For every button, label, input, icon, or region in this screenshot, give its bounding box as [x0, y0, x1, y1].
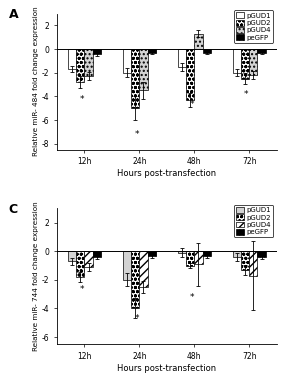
X-axis label: Hours post-transfection: Hours post-transfection — [117, 169, 216, 178]
Text: *: * — [134, 130, 139, 139]
Bar — [68, 251, 76, 261]
Bar — [257, 49, 266, 53]
Bar — [93, 49, 101, 54]
Y-axis label: Relative miR- 744 fold change expression: Relative miR- 744 fold change expression — [33, 202, 39, 351]
X-axis label: Hours post-transfection: Hours post-transfection — [117, 364, 216, 373]
Bar — [68, 49, 76, 69]
Bar — [249, 49, 257, 75]
Text: A: A — [9, 8, 18, 21]
Bar — [178, 251, 186, 253]
Bar — [123, 49, 131, 73]
Bar — [249, 251, 257, 275]
Text: *: * — [80, 96, 84, 104]
Bar — [76, 251, 84, 277]
Bar — [123, 251, 131, 280]
Text: *: * — [244, 90, 249, 99]
Y-axis label: Relative miR- 484 fold change expression: Relative miR- 484 fold change expression — [33, 7, 39, 157]
Bar — [186, 251, 194, 266]
Bar — [131, 251, 139, 309]
Bar — [148, 49, 156, 53]
Bar — [257, 251, 266, 257]
Bar — [139, 251, 148, 287]
Bar — [178, 49, 186, 67]
Bar — [241, 49, 249, 78]
Bar — [203, 49, 211, 53]
Bar — [233, 251, 241, 257]
Text: *: * — [134, 314, 139, 323]
Legend: pGUD1, pGUD2, pGUD4, peGFP: pGUD1, pGUD2, pGUD4, peGFP — [234, 10, 273, 43]
Bar — [139, 49, 148, 91]
Bar — [131, 49, 139, 108]
Text: *: * — [189, 100, 194, 109]
Legend: pGUD1, pGUD2, pGUD4, peGFP: pGUD1, pGUD2, pGUD4, peGFP — [234, 205, 273, 237]
Bar — [186, 49, 194, 100]
Text: *: * — [189, 293, 194, 301]
Bar — [76, 49, 84, 82]
Bar — [93, 251, 101, 257]
Bar — [241, 251, 249, 270]
Bar — [233, 49, 241, 73]
Bar — [194, 34, 203, 49]
Bar — [203, 251, 211, 256]
Bar — [84, 49, 93, 76]
Bar — [84, 251, 93, 267]
Bar — [194, 251, 203, 264]
Text: C: C — [9, 203, 18, 216]
Text: *: * — [80, 285, 84, 295]
Bar — [148, 251, 156, 256]
